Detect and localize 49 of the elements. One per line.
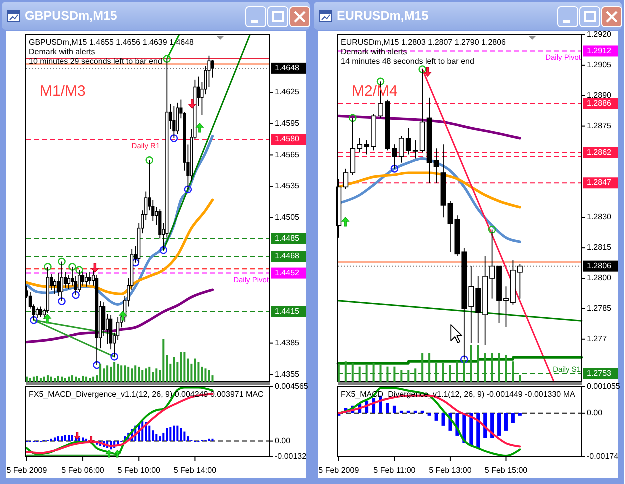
x-tick-label: 5 Feb 10:00 [118, 466, 162, 475]
y-tick-label: 1.2785 [587, 304, 612, 314]
y-tick-label: 0.001055 [587, 382, 621, 392]
y-tick-label: 1.4505 [275, 213, 300, 222]
y-tick-label: 0.00 [275, 436, 292, 446]
ref-line-label: 1.2862 [587, 148, 612, 157]
x-tick-label: 5 Feb 2009 [6, 466, 48, 475]
y-tick-label: 1.4385 [275, 338, 300, 348]
annotation: 14 minutes 48 seconds left to bar end [341, 57, 474, 66]
y-tick-label: 1.4625 [275, 88, 300, 97]
chart-title: GBPUSDm,M15 [25, 9, 118, 23]
ref-line-label: 1.2806 [587, 261, 612, 270]
y-tick-label: 1.2905 [587, 60, 612, 70]
x-tick-label: 5 Feb 14:00 [174, 466, 218, 475]
x-tick-label: 5 Feb 15:00 [484, 466, 528, 475]
y-tick-label: -0.00174 [587, 452, 620, 462]
y-tick-label: 1.2800 [587, 274, 612, 283]
y-tick-label: 1.4595 [275, 118, 300, 128]
y-tick-label: 1.2875 [587, 121, 612, 130]
y-tick-label: 1.277 [587, 334, 608, 344]
y-tick-label: 0.004565 [275, 382, 309, 392]
annotation: 10 minutes 29 seconds left to bar end [29, 57, 162, 66]
ref-line-label: 1.4468 [275, 252, 300, 261]
ref-line-label: 1.4580 [275, 134, 300, 144]
x-tick-label: 5 Feb 13:00 [429, 466, 472, 475]
y-tick-label: 1.4355 [275, 370, 300, 379]
y-tick-label: -0.00132 [275, 452, 308, 462]
ref-line-label: 1.4415 [275, 307, 300, 316]
ref-line-label: 1.2912 [587, 46, 612, 56]
y-tick-label: 1.2920 [587, 30, 612, 40]
x-tick-label: 5 Feb 2009 [318, 466, 360, 475]
ref-line-label: 1.4452 [275, 268, 300, 278]
y-tick-label: 1.2815 [587, 243, 612, 252]
y-tick-label: 0.00 [587, 408, 604, 418]
y-tick-label: 1.2830 [587, 212, 612, 222]
ref-line-label: 1.4648 [275, 64, 300, 73]
chart-subtitle: EURUSDm,M15 1.2803 1.2807 1.2790 1.2806 [341, 38, 507, 47]
annotation: M1/M3 [40, 83, 86, 100]
ref-line-label: 1.4485 [275, 234, 300, 243]
y-tick-label: 1.4565 [275, 150, 300, 160]
ref-line-label: 1.2847 [587, 178, 612, 188]
x-tick-label: 5 Feb 11:00 [374, 466, 416, 475]
annotation: Demark with alerts [29, 48, 96, 56]
y-tick-label: 1.2890 [587, 90, 612, 100]
ref-line-label: 1.2886 [587, 99, 612, 108]
ref-line-label: 1.2753 [587, 368, 612, 378]
y-tick-label: 1.4535 [275, 182, 300, 191]
x-tick-label: 5 Feb 06:00 [62, 466, 105, 475]
chart-title: EURUSDm,M15 [337, 9, 429, 23]
